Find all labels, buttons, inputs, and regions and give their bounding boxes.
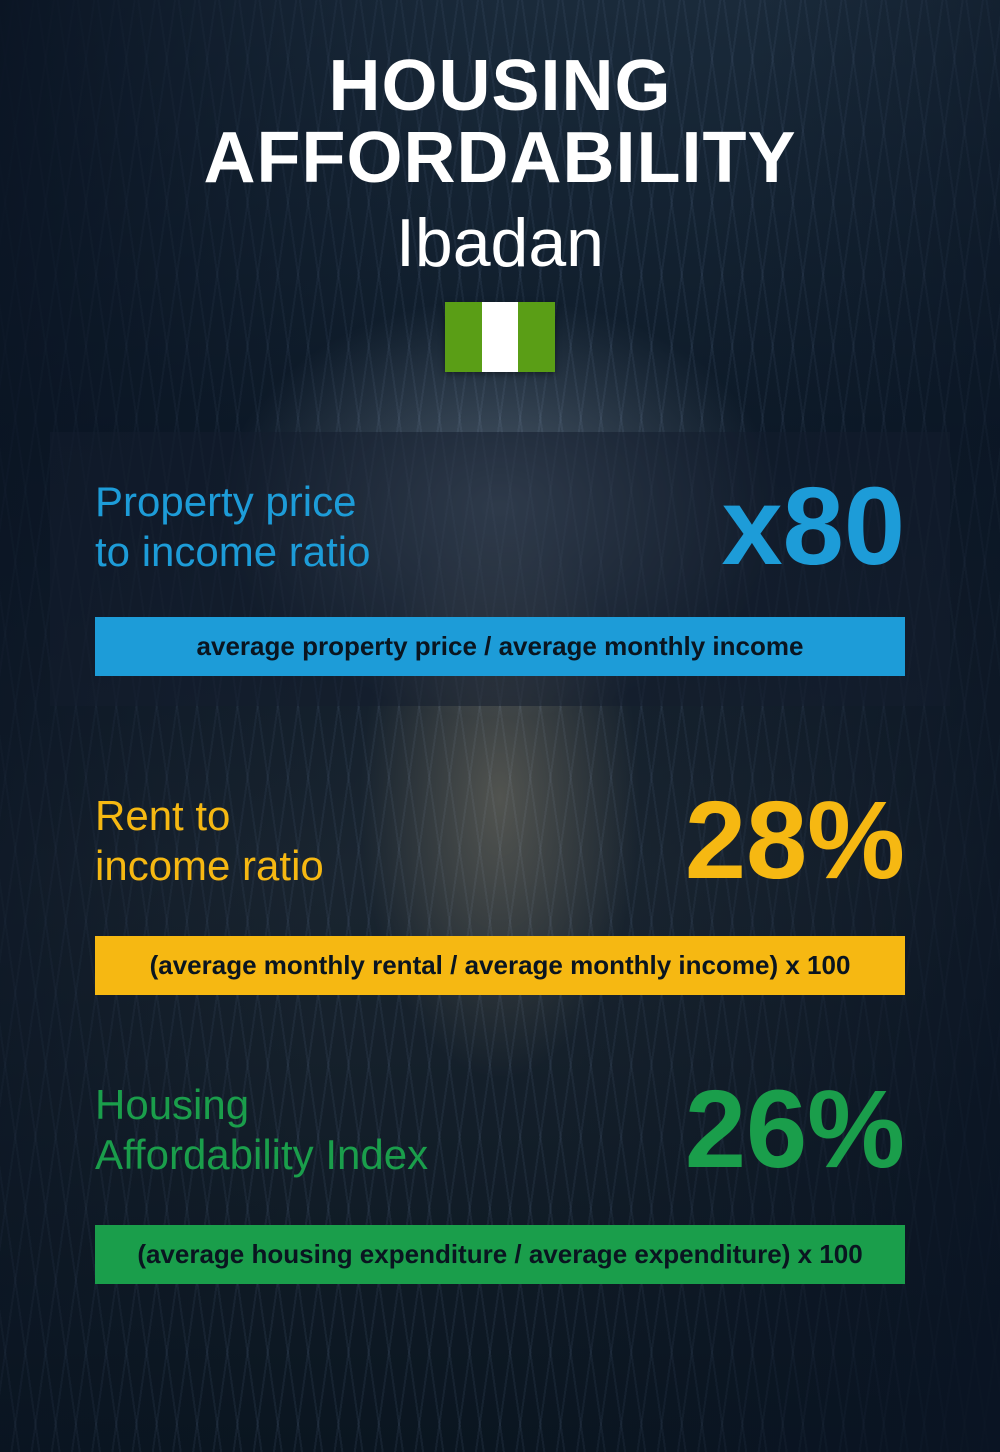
content-container: HOUSING AFFORDABILITY Ibadan Property pr… (0, 0, 1000, 1324)
metric-label-line: Property price (95, 477, 370, 527)
metric-label: Property price to income ratio (95, 477, 370, 578)
metric-value: 28% (685, 786, 905, 896)
metric-value: x80 (721, 472, 905, 582)
formula-bar: (average housing expenditure / average e… (95, 1225, 905, 1284)
metric-card-property-price: Property price to income ratio x80 avera… (50, 432, 950, 706)
metric-label: Rent to income ratio (95, 791, 324, 892)
metric-row: Property price to income ratio x80 (95, 472, 905, 582)
formula-bar: average property price / average monthly… (95, 617, 905, 676)
metric-label-line: Rent to (95, 791, 324, 841)
metric-label-line: income ratio (95, 841, 324, 891)
page-subtitle: Ibadan (50, 204, 950, 282)
metric-label-line: Affordability Index (95, 1130, 428, 1180)
flag-stripe (445, 302, 482, 372)
flag-stripe (482, 302, 519, 372)
formula-bar: (average monthly rental / average monthl… (95, 936, 905, 995)
metric-label: Housing Affordability Index (95, 1080, 428, 1181)
metric-section-rent: Rent to income ratio 28% (average monthl… (50, 786, 950, 995)
page-title: HOUSING AFFORDABILITY (50, 50, 950, 194)
metric-row: Housing Affordability Index 26% (95, 1075, 905, 1185)
metric-label-line: to income ratio (95, 527, 370, 577)
flag-stripe (518, 302, 555, 372)
nigeria-flag-icon (445, 302, 555, 372)
metric-value: 26% (685, 1075, 905, 1185)
metric-row: Rent to income ratio 28% (95, 786, 905, 896)
metric-label-line: Housing (95, 1080, 428, 1130)
metric-section-affordability-index: Housing Affordability Index 26% (average… (50, 1075, 950, 1284)
